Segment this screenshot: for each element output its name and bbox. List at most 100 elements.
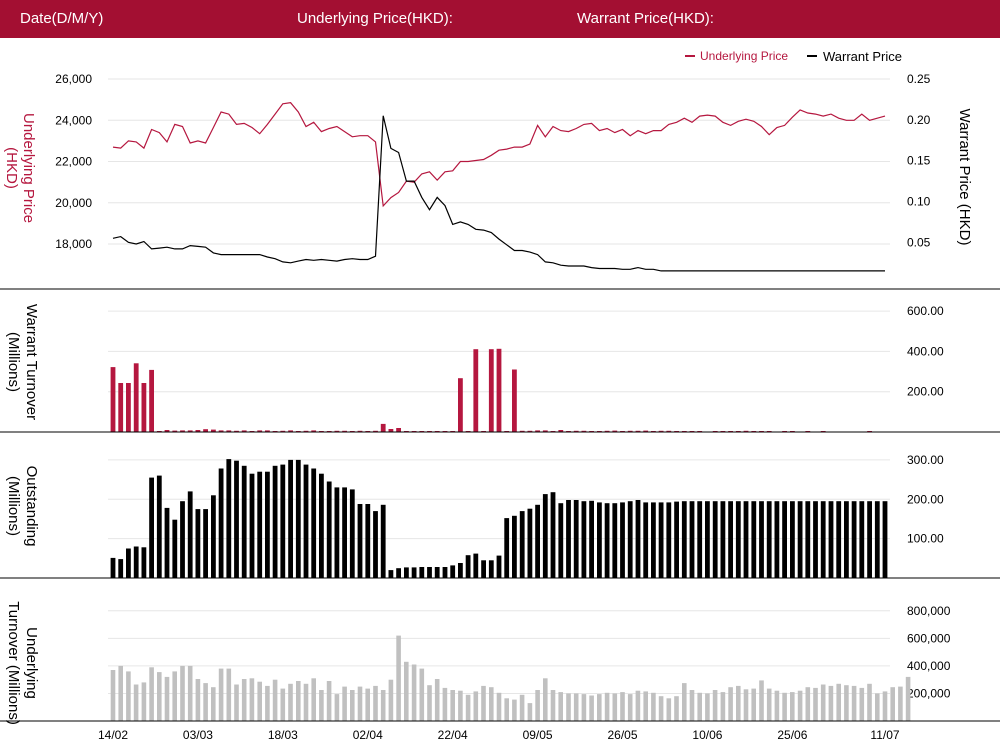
underlying-turnover-bar (280, 688, 286, 721)
underlying-turnover-bar (612, 693, 618, 721)
outstanding-bar (187, 491, 193, 578)
underlying-turnover-bar (141, 682, 147, 721)
outstanding-bar (365, 504, 371, 578)
underlying-turnover-bar (496, 692, 502, 721)
underlying-turnover-bar (365, 688, 370, 721)
underlying-turnover-bar (836, 683, 841, 721)
x-axis-tick: 03/03 (183, 728, 213, 742)
outstanding-bar (396, 568, 401, 578)
left-axis-tick: 24,000 (55, 113, 92, 127)
outstanding-bar (226, 459, 232, 578)
underlying-turnover-bar (759, 680, 764, 721)
left-axis-tick: 18,000 (55, 237, 92, 251)
x-axis-tick: 26/05 (608, 728, 638, 742)
warrant-turnover-bar (612, 430, 618, 432)
underlying-turnover-bar (805, 687, 811, 721)
outstanding-axis-tick: 100.00 (907, 532, 944, 546)
outstanding-bar (118, 559, 124, 578)
warrant-turnover-bar (573, 430, 579, 432)
outstanding-bar (311, 468, 317, 578)
outstanding-bar (566, 500, 571, 578)
outstanding-bar (774, 501, 780, 578)
outstanding-bar (527, 508, 533, 578)
warrant-turnover-bar (164, 430, 170, 432)
underlying-turnover-bar (898, 686, 903, 721)
warrant-turnover-bar (458, 378, 463, 432)
warrant-turnover-axis-title: (Millions) (5, 332, 22, 392)
warrant-turnover-bar (187, 430, 193, 432)
outstanding-bar (651, 502, 656, 578)
underlying-turnover-bar (342, 686, 347, 721)
underlying-turnover-bar (736, 685, 741, 721)
underlying-turnover-bar (566, 693, 571, 721)
underlying-turnover-bar (790, 692, 795, 721)
warrant-turnover-bar (141, 383, 147, 432)
outstanding-bar (697, 501, 703, 578)
underlying-turnover-bar (558, 692, 563, 721)
warrant-turnover-bar (172, 430, 178, 432)
outstanding-bar (612, 503, 618, 578)
underlying-turnover-bar (859, 687, 865, 721)
outstanding-bar (373, 511, 378, 578)
right-axis-title: Warrant Price (HKD) (956, 109, 973, 246)
warrant-turnover-bar (110, 367, 116, 432)
x-axis-tick: 25/06 (777, 728, 807, 742)
outstanding-bar (265, 471, 270, 578)
outstanding-bar (203, 509, 208, 578)
underlying-turnover-bar (234, 684, 239, 721)
outstanding-bar (782, 501, 787, 578)
underlying-turnover-bar (573, 693, 579, 721)
right-axis-tick: 0.05 (907, 235, 931, 249)
underlying-turnover-bar (133, 684, 139, 721)
outstanding-bar (450, 565, 456, 578)
outstanding-bar (597, 502, 602, 578)
underlying-turnover-bar (519, 694, 525, 721)
warrant-turnover-bar (126, 383, 131, 432)
warrant-turnover-bar (535, 430, 540, 432)
x-axis-tick: 18/03 (268, 728, 298, 742)
outstanding-bar (241, 465, 247, 578)
outstanding-bar (427, 567, 432, 578)
underlying-turnover-bar (666, 698, 672, 721)
outstanding-bar (442, 567, 448, 578)
warrant-price-label: Warrant Price(HKD): (577, 10, 714, 27)
outstanding-bar (674, 501, 679, 578)
underlying-turnover-bar (828, 685, 834, 721)
right-axis-tick: 0.15 (907, 154, 931, 168)
outstanding-bar (249, 473, 255, 578)
underlying-turnover-bar (782, 692, 787, 721)
underlying-turnover-bar (504, 698, 509, 721)
warrant-turnover-bar (496, 348, 502, 432)
outstanding-bar (357, 504, 363, 578)
date-label: Date(D/M/Y) (20, 10, 104, 27)
outstanding-bar (512, 515, 517, 578)
x-axis-tick: 11/07 (870, 728, 899, 742)
outstanding-bar (535, 504, 540, 578)
warrant-turnover-bar (388, 429, 394, 432)
warrant-turnover-bar (195, 430, 201, 432)
underlying-turnover-bar (712, 690, 718, 721)
outstanding-bar (473, 553, 479, 578)
outstanding-bar (627, 501, 633, 578)
warrant-turnover-bar (373, 430, 378, 432)
underlying-turnover-bar (797, 690, 803, 721)
underlying-turnover-bar (473, 691, 479, 721)
x-axis-tick: 02/04 (353, 728, 383, 742)
warrant-turnover-bar (334, 430, 340, 432)
right-axis-tick: 0.25 (907, 72, 931, 86)
underlying-turnover-bar (265, 685, 270, 721)
underlying-turnover-bar (226, 668, 232, 721)
left-axis-title: Underlying Price (20, 113, 37, 223)
underlying-turnover-bar (296, 681, 301, 721)
underlying-turnover-bar (458, 690, 463, 721)
warrant-turnover-bar (280, 430, 286, 432)
outstanding-axis-tick: 300.00 (907, 453, 944, 467)
legend-warrant-label: Warrant Price (823, 49, 902, 64)
outstanding-bar (319, 473, 324, 578)
warrant-turnover-bar (203, 429, 208, 432)
underlying-turnover-bar (589, 695, 594, 721)
outstanding-bar (751, 501, 757, 578)
outstanding-axis-title: Outstanding (23, 466, 40, 547)
underlying-turnover-bar (720, 692, 726, 721)
underlying-turnover-bar (164, 676, 170, 721)
